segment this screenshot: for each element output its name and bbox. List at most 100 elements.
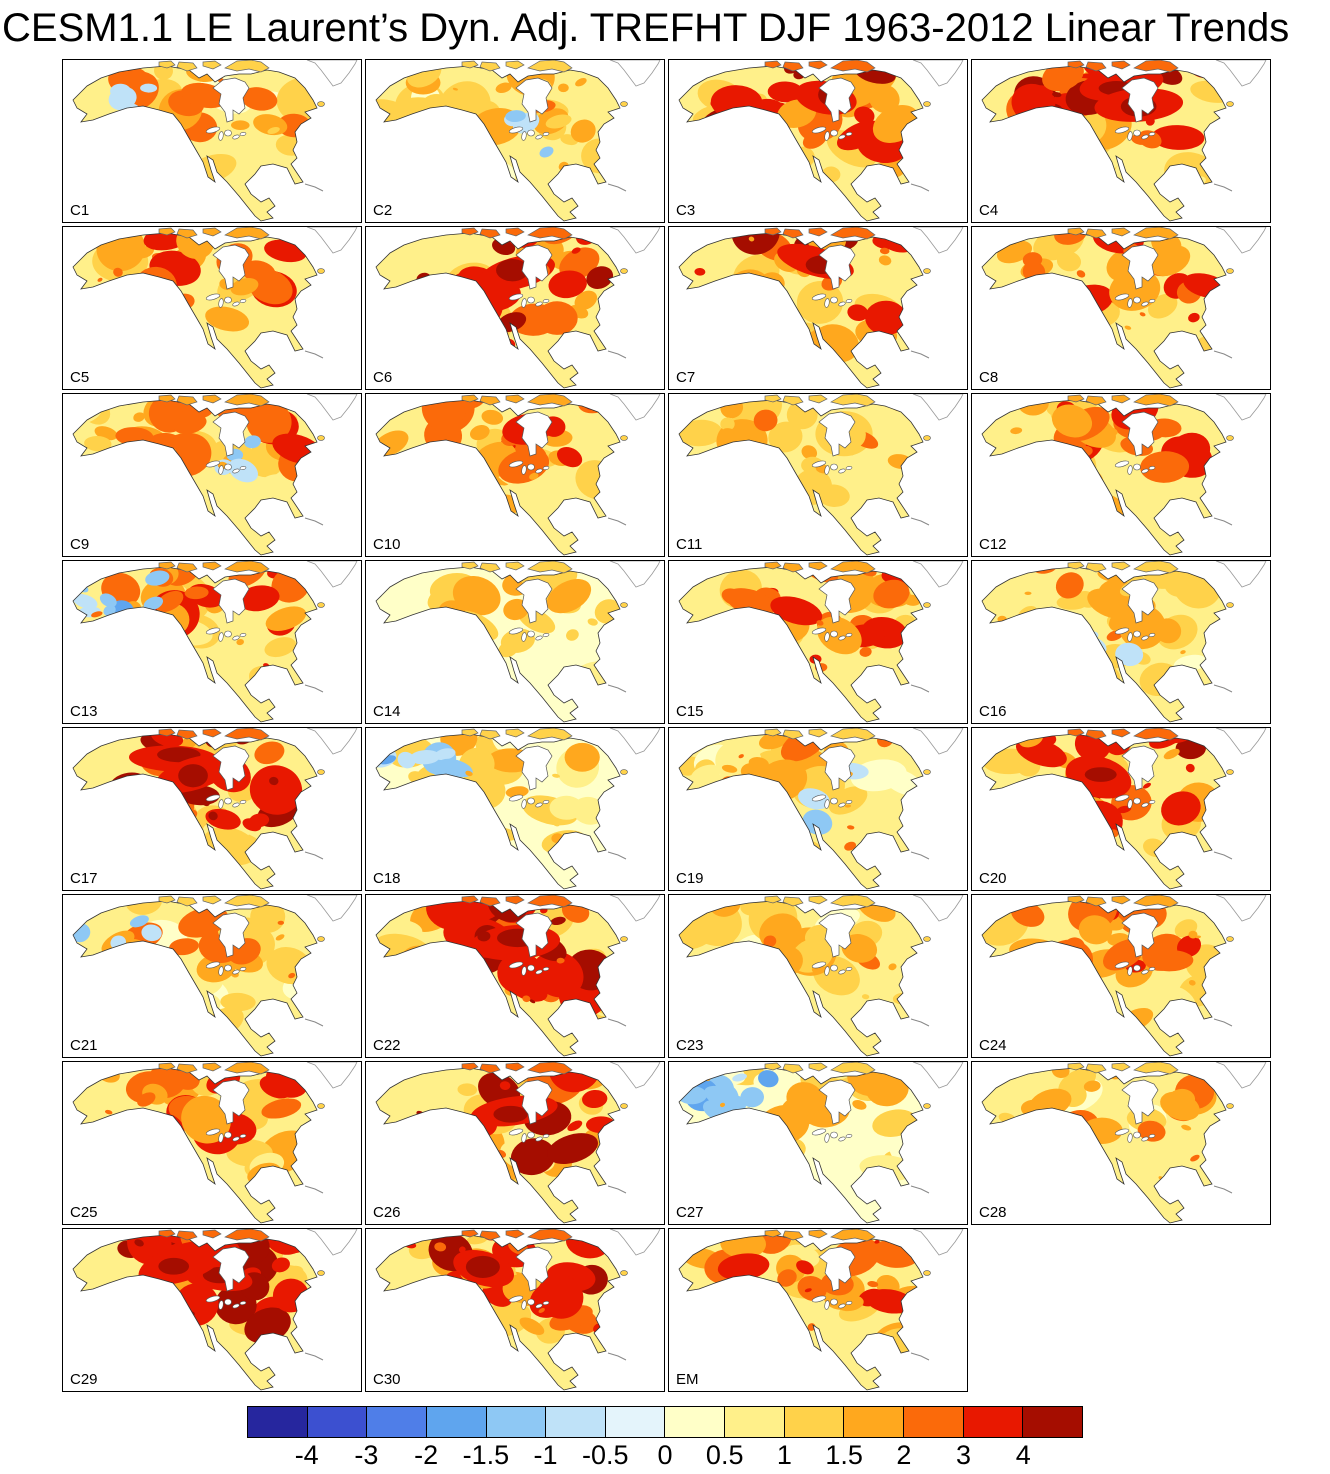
panel-label: C10 (373, 536, 401, 553)
panel-label: C26 (373, 1204, 401, 1221)
map-panel-C17: C17 (62, 727, 362, 891)
colorbar-segment (605, 1407, 666, 1437)
map-panel-C4: C4 (971, 59, 1271, 223)
map-panel-C15: C15 (668, 560, 968, 724)
map-panel-C5: C5 (62, 226, 362, 390)
trend-map: C22 (373, 895, 661, 1057)
map-panel-C1: C1 (62, 59, 362, 223)
map-panel-C18: C18 (365, 727, 665, 891)
colorbar-segment (844, 1407, 905, 1437)
trend-map: C10 (373, 394, 661, 556)
panel-label: C3 (676, 202, 695, 219)
colorbar-segment (963, 1407, 1024, 1437)
panel-label: C11 (676, 536, 702, 553)
colorbar-segment (904, 1407, 964, 1437)
colorbar-tick-label: -4 (294, 1440, 319, 1470)
panel-label: C25 (70, 1204, 98, 1221)
trend-map: C3 (676, 60, 964, 222)
trend-map: C2 (373, 60, 661, 222)
trend-map: C15 (676, 561, 964, 723)
panel-label: C30 (373, 1371, 401, 1388)
map-panel-C8: C8 (971, 226, 1271, 390)
panel-label: C7 (676, 369, 695, 386)
trend-map: C24 (979, 895, 1267, 1057)
colorbar-tick-label: -1.5 (462, 1440, 510, 1470)
panel-label: C23 (676, 1037, 704, 1054)
panel-label: C6 (373, 369, 392, 386)
colorbar-segment (665, 1407, 726, 1437)
trend-map: C20 (979, 728, 1267, 890)
panel-label: C13 (70, 703, 98, 720)
map-panel-C19: C19 (668, 727, 968, 891)
trend-map: C9 (70, 394, 358, 556)
map-panel-C14: C14 (365, 560, 665, 724)
colorbar-tick-label: 3 (956, 1440, 972, 1470)
panel-label: C29 (70, 1371, 98, 1388)
colorbar-segment (1023, 1407, 1082, 1437)
trend-map: C11 (676, 394, 964, 556)
map-panel-C10: C10 (365, 393, 665, 557)
map-panel-C16: C16 (971, 560, 1271, 724)
trend-map: C23 (676, 895, 964, 1057)
map-panel-C24: C24 (971, 894, 1271, 1058)
map-panel-C26: C26 (365, 1061, 665, 1225)
colorbar-tick-labels: -4 -3 -2 -1.5 -1 -0.5 0 0.5 1 1.5 2 3 4 (247, 1438, 1083, 1474)
trend-map: EM (676, 1229, 964, 1391)
trend-map: C5 (70, 227, 358, 389)
trend-map: C6 (373, 227, 661, 389)
trend-map: C19 (676, 728, 964, 890)
map-panel-C9: C9 (62, 393, 362, 557)
panel-label: C16 (979, 703, 1007, 720)
trend-map: C7 (676, 227, 964, 389)
map-panel-C28: C28 (971, 1061, 1271, 1225)
trend-map: C25 (70, 1062, 358, 1224)
map-panel-C29: C29 (62, 1228, 362, 1392)
map-panel-C27: C27 (668, 1061, 968, 1225)
colorbar-segment (307, 1407, 368, 1437)
colorbar-segment (546, 1407, 606, 1437)
colorbar-segment (426, 1407, 487, 1437)
trend-map: C14 (373, 561, 661, 723)
colorbar-tick-label: 0.5 (705, 1440, 744, 1470)
panel-label: C5 (70, 369, 89, 386)
colorbar-tick-label: 1 (776, 1440, 792, 1470)
trend-map: C17 (70, 728, 358, 890)
map-panel-C6: C6 (365, 226, 665, 390)
panel-label: C28 (979, 1204, 1007, 1221)
colorbar-tick-label: 4 (1015, 1440, 1031, 1470)
panel-label: C27 (676, 1204, 704, 1221)
trend-map: C18 (373, 728, 661, 890)
panel-label: C18 (373, 870, 401, 887)
panel-label: C8 (979, 369, 998, 386)
trend-map: C13 (70, 561, 358, 723)
colorbar-segment (784, 1407, 845, 1437)
map-panel-C11: C11 (668, 393, 968, 557)
map-panel-C25: C25 (62, 1061, 362, 1225)
panel-label: C21 (70, 1037, 98, 1054)
trend-map: C12 (979, 394, 1267, 556)
panel-label: C9 (70, 536, 89, 553)
trend-map: C21 (70, 895, 358, 1057)
panel-label: C14 (373, 703, 401, 720)
map-panel-C7: C7 (668, 226, 968, 390)
colorbar-segment (486, 1407, 547, 1437)
panel-label: C22 (373, 1037, 401, 1054)
trend-map: C29 (70, 1229, 358, 1391)
colorbar-tick-label: 0 (657, 1440, 673, 1470)
map-panel-C3: C3 (668, 59, 968, 223)
trend-map: C16 (979, 561, 1267, 723)
colorbar-segment (367, 1407, 427, 1437)
map-panel-C13: C13 (62, 560, 362, 724)
panel-label: C1 (70, 202, 89, 219)
colorbar-tick-label: -0.5 (582, 1440, 629, 1470)
map-panel-C21: C21 (62, 894, 362, 1058)
map-panel-C30: C30 (365, 1228, 665, 1392)
colorbar-tick-label: 2 (896, 1440, 912, 1470)
map-panel-C22: C22 (365, 894, 665, 1058)
colorbar-swatches (247, 1406, 1083, 1438)
panel-label: C15 (676, 703, 704, 720)
panel-label: C24 (979, 1037, 1007, 1054)
panel-label: C2 (373, 202, 392, 219)
colorbar-segment (248, 1407, 308, 1437)
map-grid: C1 C2 C3 C4 C5 C6 C7 C8 C9 C10 C11 C12 C13 C14 C15 C16 C… (62, 59, 1330, 1392)
